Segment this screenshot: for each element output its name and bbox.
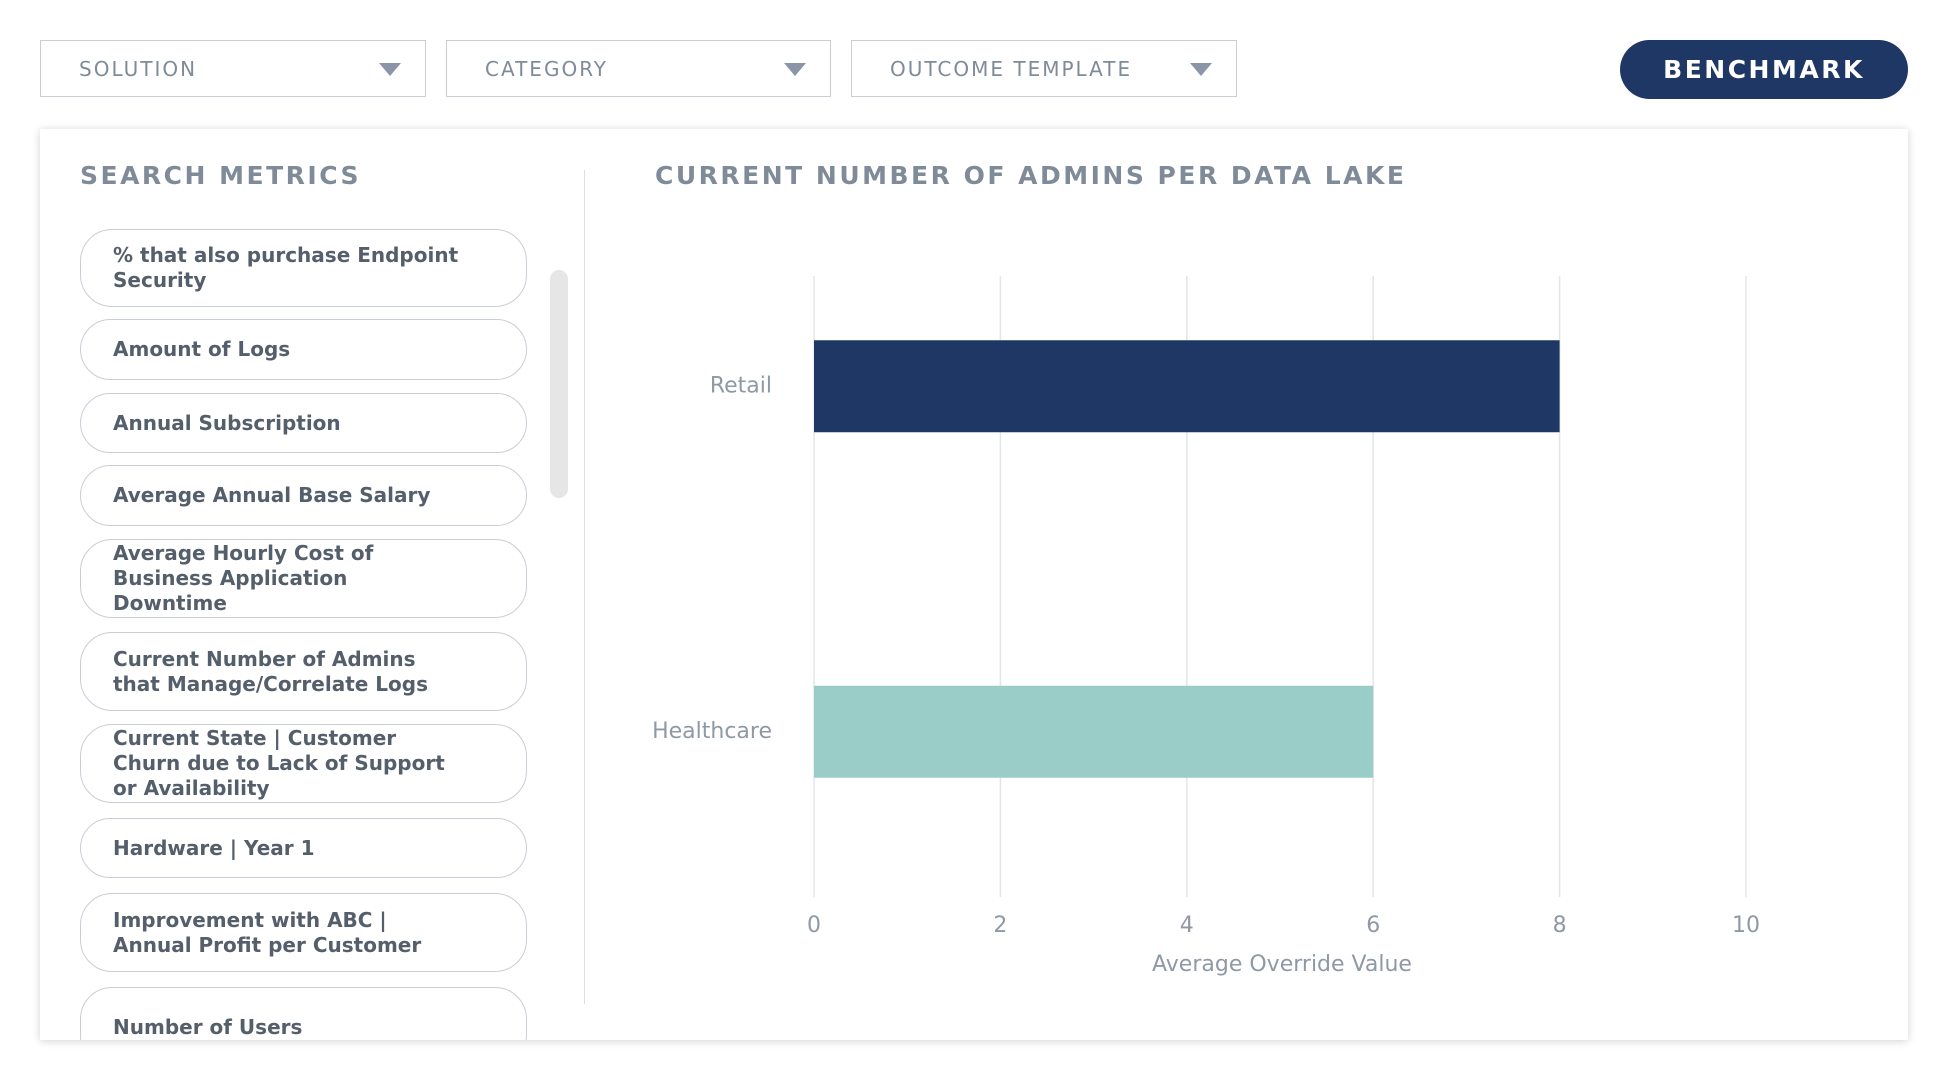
x-tick-label: 0 [807,913,821,938]
metric-item[interactable]: Average Hourly Cost of Business Applicat… [80,539,527,618]
chart-title: CURRENT NUMBER OF ADMINS PER DATA LAKE [655,161,1406,190]
solution-dropdown[interactable]: SOLUTION [40,40,426,97]
metric-item[interactable]: Current State | Customer Churn due to La… [80,724,527,803]
divider [584,170,585,1004]
caret [784,63,806,76]
x-axis-label: Average Override Value [1152,952,1412,977]
metric-item[interactable]: Hardware | Year 1 [80,818,527,878]
x-tick-label: 10 [1732,913,1760,938]
scrollbar[interactable] [550,270,568,498]
metric-item[interactable]: Current Number of Admins that Manage/Cor… [80,632,527,711]
y-tick-label: Retail [710,373,772,398]
dropdown-label: SOLUTION [79,57,198,81]
sidebar-title: SEARCH METRICS [80,161,362,190]
x-tick-label: 6 [1366,913,1380,938]
metric-item[interactable]: Amount of Logs [80,319,527,380]
bar [814,685,1374,778]
y-tick-label: Healthcare [652,719,772,744]
caret [379,63,401,76]
category-dropdown[interactable]: CATEGORY [446,40,831,97]
x-tick-label: 4 [1180,913,1194,938]
bar [814,340,1560,433]
benchmark-button[interactable]: BENCHMARK [1620,40,1908,99]
panel: SEARCH METRICS CURRENT NUMBER OF ADMINS … [40,129,1908,1040]
x-tick-label: 8 [1553,913,1567,938]
chart: CURRENT NUMBER OF ADMINS PER DATA LAKE A… [652,161,1760,977]
metric-item[interactable]: % that also purchase Endpoint Security [80,229,527,307]
metric-item[interactable]: Average Annual Base Salary [80,465,527,526]
metric-item[interactable]: Annual Subscription [80,393,527,453]
x-tick-label: 2 [993,913,1007,938]
caret [1190,63,1212,76]
metric-item[interactable]: Improvement with ABC | Annual Profit per… [80,893,527,972]
outcome-template-dropdown[interactable]: OUTCOME TEMPLATE [851,40,1237,97]
dropdown-label: OUTCOME TEMPLATE [890,57,1133,81]
dropdown-label: CATEGORY [485,57,609,81]
metric-item[interactable]: Number of Users [80,987,527,1040]
